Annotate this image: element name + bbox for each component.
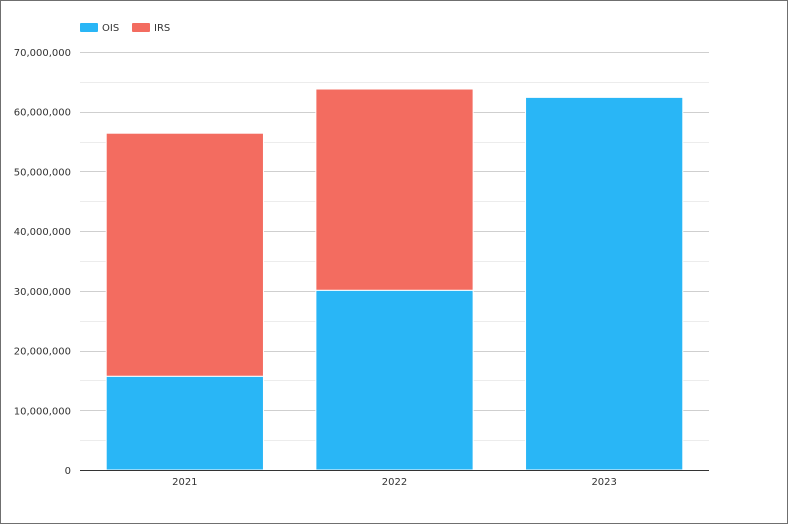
y-tick-label: 70,000,000 xyxy=(14,48,71,59)
legend-label-ois[interactable]: OIS xyxy=(102,23,119,34)
bar-ois-2023[interactable] xyxy=(525,96,684,471)
legend-swatch-irs[interactable] xyxy=(132,23,150,32)
legend: OIS IRS xyxy=(80,23,170,34)
y-tick-label: 60,000,000 xyxy=(14,108,71,119)
bar-ois-2021[interactable] xyxy=(105,375,264,471)
x-axis: 2021 2022 2023 xyxy=(80,470,709,488)
bar-irs-2021[interactable] xyxy=(105,132,264,377)
bars xyxy=(105,88,684,471)
y-tick-label: 10,000,000 xyxy=(14,406,71,417)
bar-irs-2022[interactable] xyxy=(315,88,474,291)
x-tick-label: 2021 xyxy=(172,477,197,488)
legend-label-irs[interactable]: IRS xyxy=(154,23,170,34)
bar-ois-2022[interactable] xyxy=(315,289,474,471)
y-tick-label: 30,000,000 xyxy=(14,287,71,298)
legend-swatch-ois[interactable] xyxy=(80,23,98,32)
y-tick-label: 40,000,000 xyxy=(14,227,71,238)
x-tick-label: 2022 xyxy=(382,477,407,488)
y-tick-label: 20,000,000 xyxy=(14,347,71,358)
y-tick-label: 0 xyxy=(65,466,71,477)
y-tick-label: 50,000,000 xyxy=(14,167,71,178)
y-axis: 0 10,000,000 20,000,000 30,000,000 40,000,00… xyxy=(14,48,71,477)
x-tick-label: 2023 xyxy=(591,477,616,488)
